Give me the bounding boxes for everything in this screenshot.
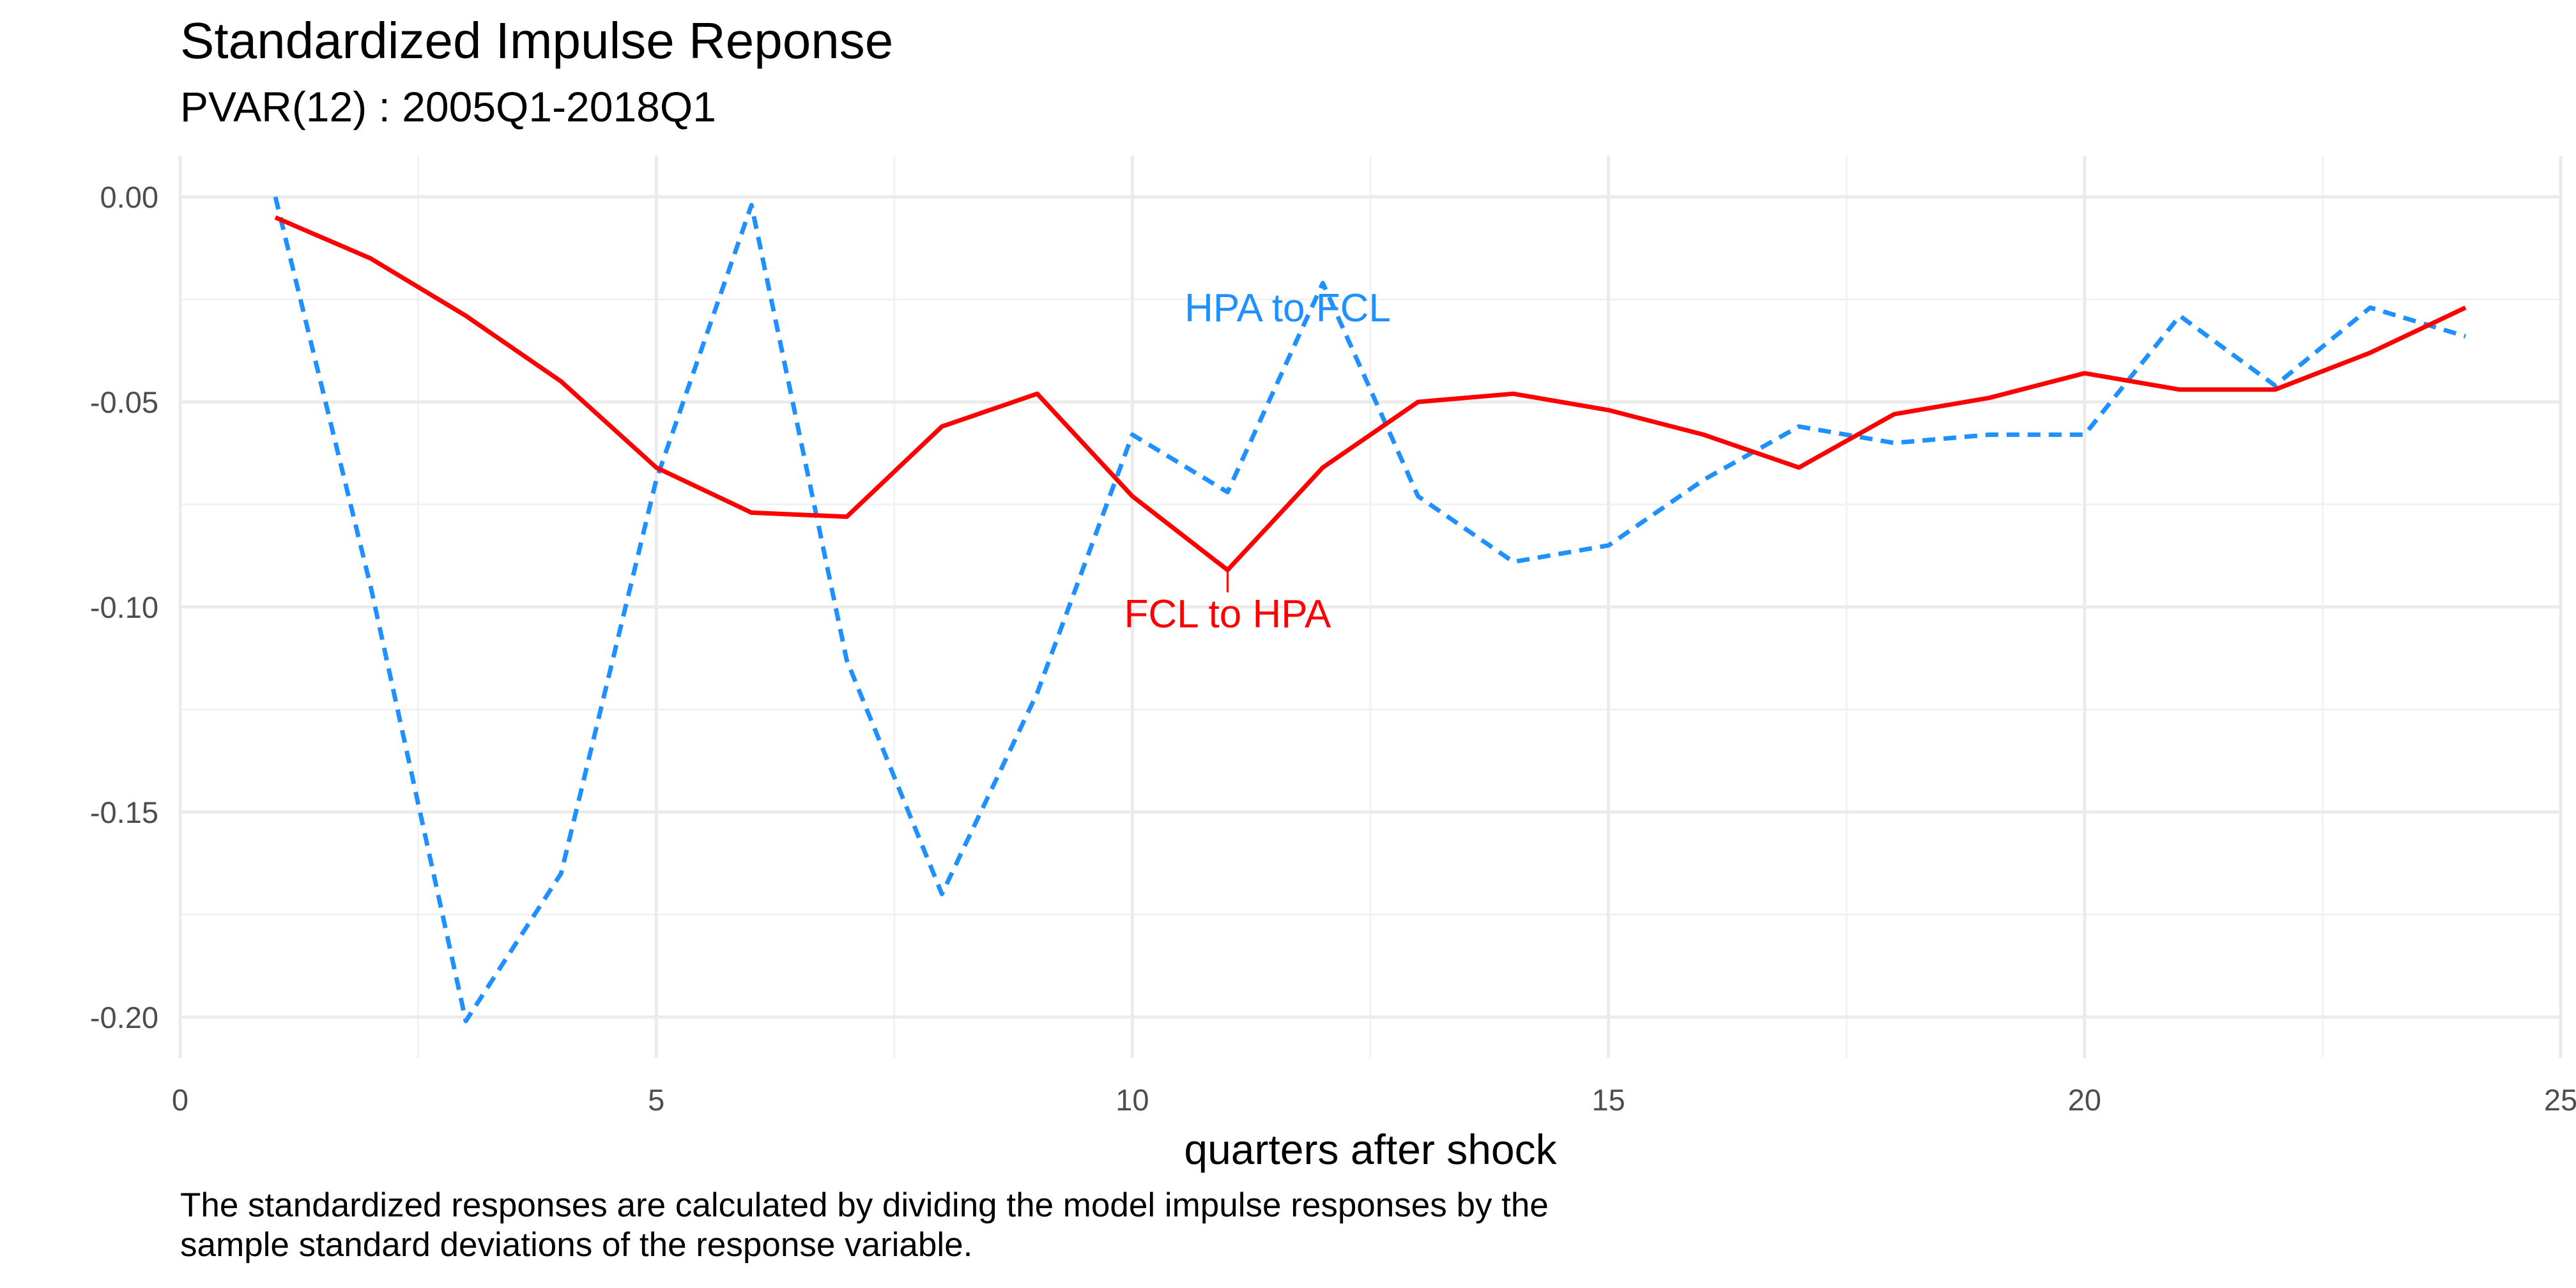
x-axis-title: quarters after shock (1184, 1126, 1557, 1173)
series-labels: FCL to HPA HPA to FCL (1124, 286, 1391, 636)
chart-title: Standardized Impulse Reponse (180, 12, 894, 69)
y-tick-label: -0.10 (90, 590, 158, 624)
minor-gridlines (180, 156, 2561, 1058)
y-tick-label: 0.00 (100, 180, 158, 214)
y-axis-tick-labels: 0.00 -0.05 -0.10 -0.15 -0.20 (90, 180, 158, 1034)
series-line-fcl-to-hpa (274, 215, 2467, 572)
chart-caption: The standardized responses are calculate… (180, 1186, 1841, 1265)
caption-line: sample standard deviations of the respon… (180, 1226, 973, 1264)
x-tick-label: 15 (1591, 1083, 1625, 1117)
y-tick-label: -0.15 (90, 795, 158, 829)
x-tick-label: 25 (2544, 1083, 2576, 1117)
series-lines (273, 196, 2467, 1023)
series-label-hpa-to-fcl: HPA to FCL (1184, 286, 1391, 330)
chart-subtitle: PVAR(12) : 2005Q1-2018Q1 (180, 83, 716, 130)
x-tick-label: 5 (648, 1083, 664, 1117)
series-label-fcl-to-hpa: FCL to HPA (1124, 592, 1332, 636)
x-tick-label: 10 (1116, 1083, 1149, 1117)
caption-line: The standardized responses are calculate… (180, 1186, 1549, 1224)
series-line-hpa-to-fcl (273, 196, 2467, 1023)
x-tick-label: 20 (2068, 1083, 2101, 1117)
x-axis-tick-labels: 0 5 10 15 20 25 (172, 1083, 2576, 1117)
y-tick-label: -0.05 (90, 385, 158, 419)
x-tick-label: 0 (172, 1083, 188, 1117)
y-tick-label: -0.20 (90, 1000, 158, 1034)
